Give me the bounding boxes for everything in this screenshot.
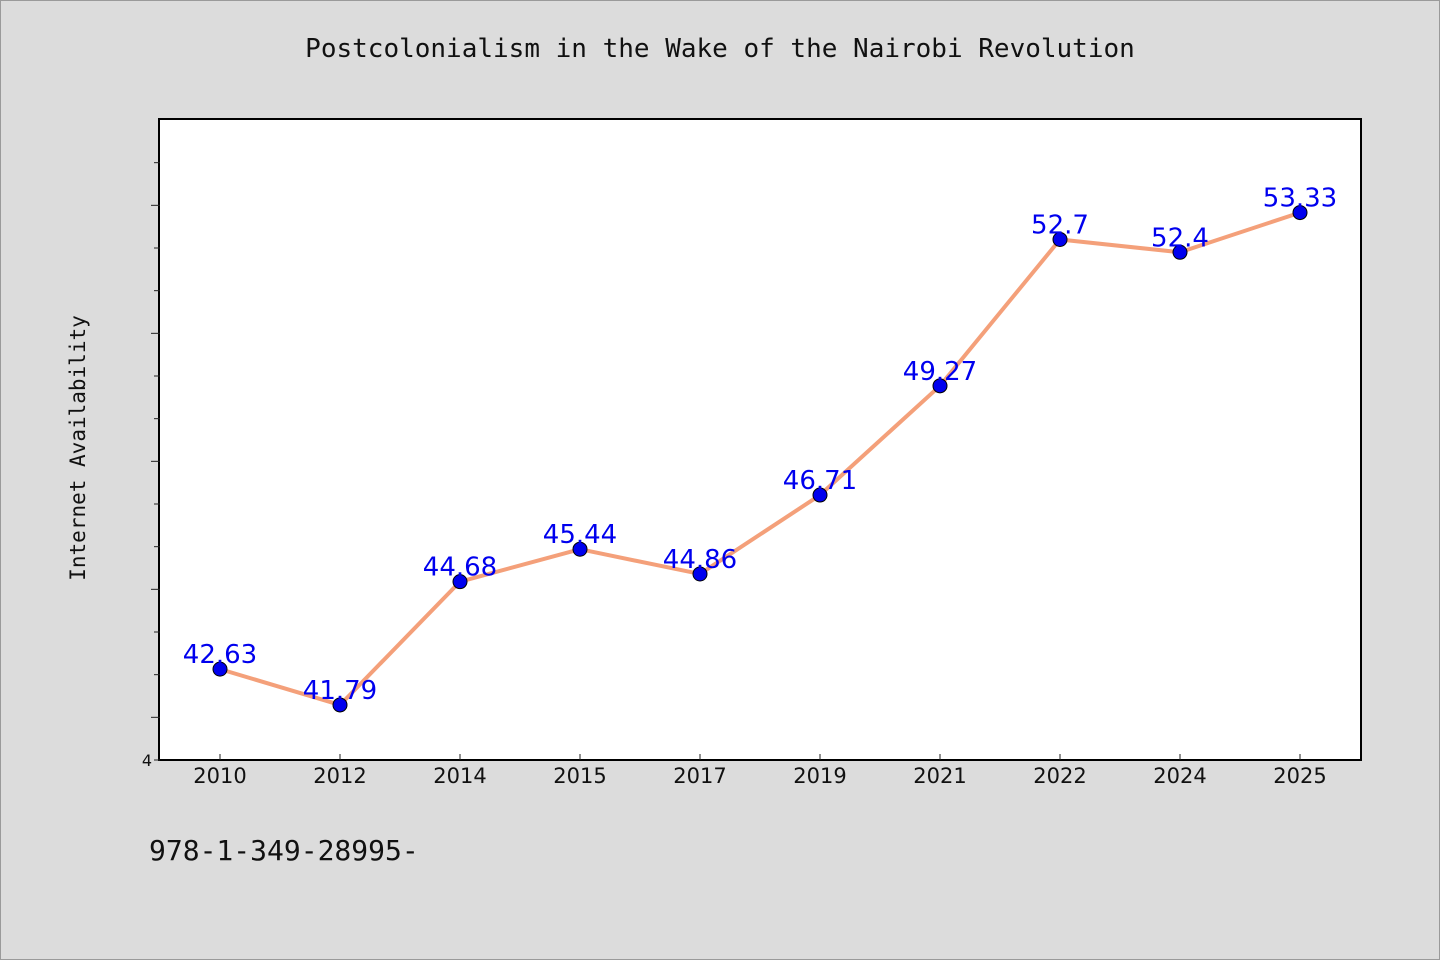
data-label-9: 53.33 bbox=[1263, 184, 1337, 214]
data-point-7 bbox=[1052, 231, 1068, 247]
y-axis-ticks: 4 bbox=[142, 162, 160, 770]
data-point-1 bbox=[332, 697, 348, 713]
x-tick-label-6: 2021 bbox=[913, 764, 966, 788]
series-line-group: 42.63 41.79 44.68 45.44 44.86 46.71 49.27 52.7 5… bbox=[183, 184, 1337, 713]
data-point-4 bbox=[692, 566, 708, 582]
footer-code: 978-1-349-28995- bbox=[149, 834, 419, 867]
x-tick-label-2: 2014 bbox=[433, 764, 486, 788]
series-line-0 bbox=[218, 210, 1302, 707]
data-label-1: 41.79 bbox=[303, 676, 377, 706]
chart-title: Postcolonialism in the Wake of the Nairo… bbox=[305, 34, 1135, 64]
data-point-2 bbox=[452, 574, 468, 590]
x-tick-label-4: 2017 bbox=[673, 764, 726, 788]
x-tick-label-7: 2022 bbox=[1033, 764, 1086, 788]
data-point-0 bbox=[212, 661, 228, 677]
x-axis-ticks: 2010 2012 2014 2015 2017 2019 2021 2022 2024 2025 bbox=[193, 754, 1327, 788]
data-label-3: 45.44 bbox=[543, 520, 617, 550]
x-tick-label-9: 2025 bbox=[1273, 764, 1326, 788]
data-point-9 bbox=[1292, 205, 1308, 221]
data-label-8: 52.4 bbox=[1151, 223, 1209, 253]
x-tick-label-5: 2019 bbox=[793, 764, 846, 788]
x-tick-label-3: 2015 bbox=[553, 764, 606, 788]
x-tick-label-8: 2024 bbox=[1153, 764, 1206, 788]
x-tick-label-1: 2012 bbox=[313, 764, 366, 788]
data-label-6: 49.27 bbox=[903, 357, 977, 387]
plot-area bbox=[158, 118, 1362, 761]
data-point-3 bbox=[572, 541, 588, 557]
x-tick-label-0: 2010 bbox=[193, 764, 246, 788]
data-label-4: 44.86 bbox=[663, 545, 737, 575]
data-point-6 bbox=[932, 378, 948, 394]
data-point-5 bbox=[812, 487, 828, 503]
y-tick-label-0: 4 bbox=[142, 751, 152, 770]
data-label-7: 52.7 bbox=[1031, 210, 1089, 240]
data-point-8 bbox=[1172, 244, 1188, 260]
data-label-5: 46.71 bbox=[783, 466, 857, 496]
data-label-0: 42.63 bbox=[183, 640, 257, 670]
data-label-2: 44.68 bbox=[423, 553, 497, 583]
